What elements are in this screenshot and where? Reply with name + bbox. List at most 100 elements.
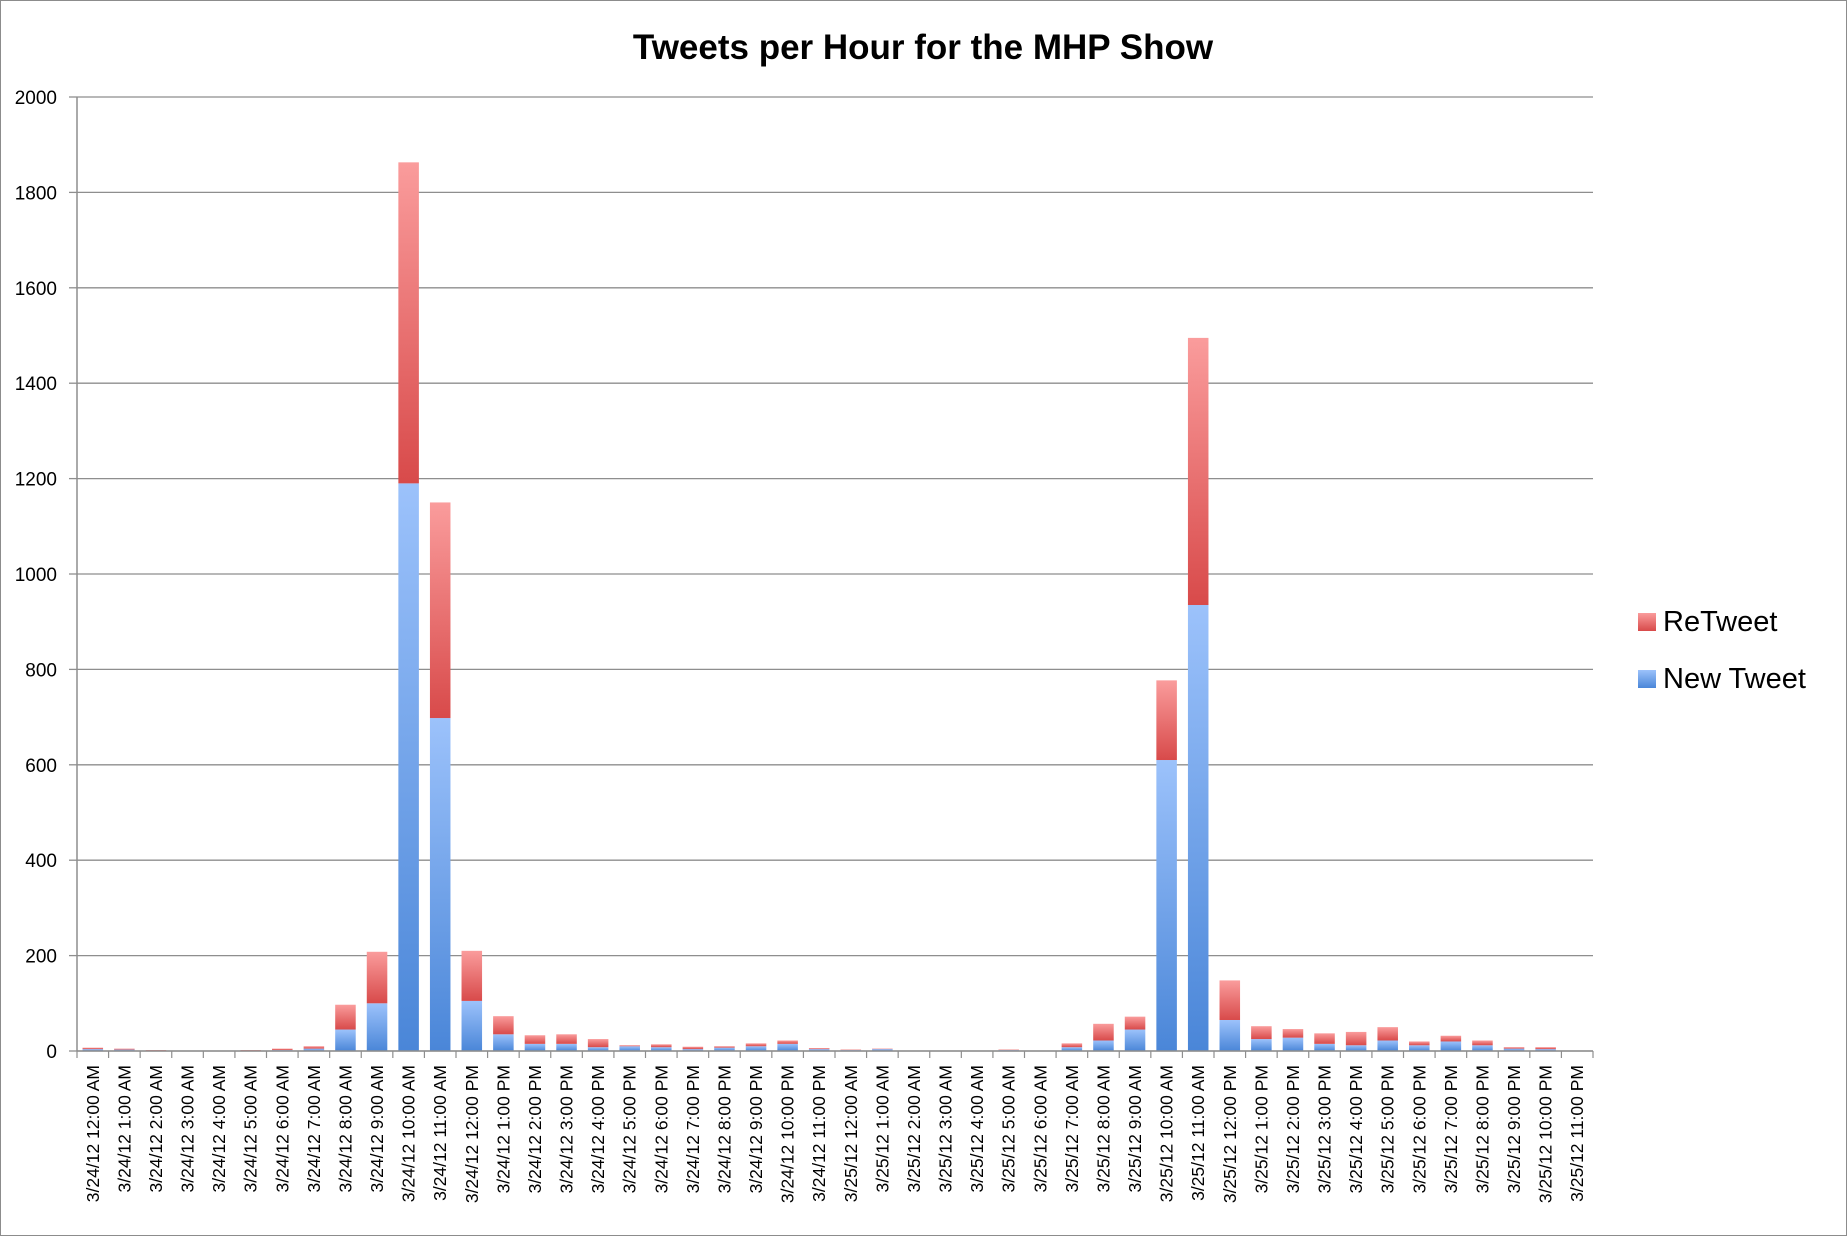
bar-segment-retweet: [304, 1046, 325, 1048]
bar-segment-new-tweet: [1156, 760, 1177, 1051]
bar-segment-retweet: [1125, 1017, 1146, 1030]
bar-segment-retweet: [588, 1039, 609, 1047]
bar-segment-retweet: [619, 1045, 640, 1046]
bar-segment-new-tweet: [1220, 1020, 1241, 1051]
bar-segment-retweet: [272, 1049, 293, 1050]
bar-segment-retweet: [83, 1048, 104, 1049]
bar-segment-new-tweet: [1314, 1044, 1335, 1051]
x-category-label: 3/25/12 12:00 PM: [1220, 1065, 1240, 1203]
y-tick-label: 600: [25, 756, 57, 777]
y-tick-label: 200: [25, 947, 57, 968]
x-category-label: 3/24/12 9:00 PM: [746, 1065, 766, 1193]
x-category-label: 3/24/12 4:00 PM: [588, 1065, 608, 1193]
x-category-label: 3/25/12 9:00 AM: [1125, 1065, 1145, 1192]
x-category-label: 3/24/12 10:00 PM: [778, 1065, 798, 1203]
bar-segment-new-tweet: [367, 1003, 388, 1051]
bar-segment-retweet: [683, 1047, 704, 1049]
bar-segment-new-tweet: [462, 1001, 483, 1051]
bar-segment-retweet: [367, 952, 388, 1004]
bar-segment-retweet: [1504, 1047, 1525, 1048]
bar-segment-new-tweet: [1093, 1041, 1114, 1051]
x-category-label: 3/25/12 7:00 AM: [1062, 1065, 1082, 1192]
y-tick-label: 1800: [15, 183, 57, 204]
bar-segment-new-tweet: [335, 1030, 356, 1051]
x-category-label: 3/25/12 4:00 AM: [967, 1065, 987, 1192]
x-category-label: 3/24/12 8:00 AM: [335, 1065, 355, 1192]
x-category-label: 3/24/12 12:00 PM: [462, 1065, 482, 1203]
bar-segment-retweet: [1377, 1027, 1398, 1040]
legend-swatch: [1638, 613, 1656, 631]
x-category-label: 3/24/12 5:00 PM: [620, 1065, 640, 1193]
bar-segment-new-tweet: [1377, 1041, 1398, 1051]
y-tick-label: 1200: [15, 470, 57, 491]
x-category-label: 3/24/12 2:00 AM: [146, 1065, 166, 1192]
bar-segment-retweet: [651, 1044, 672, 1047]
legend-label: New Tweet: [1663, 663, 1806, 695]
bar-segment-new-tweet: [1472, 1045, 1493, 1051]
bar-segment-new-tweet: [1409, 1045, 1430, 1051]
bar-segment-retweet: [114, 1049, 135, 1050]
x-category-label: 3/24/12 5:00 AM: [241, 1065, 261, 1192]
bar-segment-retweet: [1188, 338, 1209, 605]
x-category-label: 3/24/12 4:00 AM: [209, 1065, 229, 1192]
x-category-label: 3/25/12 11:00 PM: [1567, 1065, 1587, 1202]
x-category-label: 3/25/12 8:00 PM: [1472, 1065, 1492, 1193]
x-category-label: 3/24/12 7:00 PM: [683, 1065, 703, 1193]
bar-segment-retweet: [462, 951, 483, 1001]
bar-segment-retweet: [1156, 680, 1177, 760]
gridlines: [77, 97, 1593, 1051]
x-category-label: 3/24/12 9:00 AM: [367, 1065, 387, 1192]
y-tick-label: 2000: [15, 88, 57, 109]
bar-segment-retweet: [430, 502, 451, 718]
bar-segment-retweet: [1535, 1047, 1556, 1049]
axes: [77, 97, 1593, 1058]
y-tick-label: 1400: [15, 374, 57, 395]
x-category-label: 3/25/12 6:00 PM: [1409, 1065, 1429, 1193]
bar-segment-retweet: [777, 1041, 798, 1044]
bar-segment-retweet: [1441, 1036, 1462, 1042]
x-category-label: 3/25/12 7:00 PM: [1441, 1065, 1461, 1193]
x-category-label: 3/24/12 8:00 PM: [714, 1065, 734, 1193]
x-category-label: 3/24/12 11:00 AM: [430, 1065, 450, 1201]
bar-segment-retweet: [1346, 1032, 1367, 1045]
x-category-label: 3/25/12 10:00 PM: [1536, 1065, 1556, 1203]
bar-segment-retweet: [1251, 1026, 1272, 1039]
bar-segment-new-tweet: [525, 1044, 546, 1051]
x-category-label: 3/25/12 6:00 AM: [1030, 1065, 1050, 1192]
bar-segment-retweet: [1093, 1024, 1114, 1041]
bar-segment-retweet: [1472, 1041, 1493, 1046]
y-tick-label: 0: [46, 1042, 57, 1063]
y-tick-label: 1000: [15, 565, 57, 586]
x-category-label: 3/24/12 1:00 AM: [114, 1065, 134, 1192]
x-category-label: 3/25/12 1:00 PM: [1251, 1065, 1271, 1193]
bar-segment-retweet: [398, 162, 419, 483]
bar-segment-retweet: [714, 1046, 735, 1047]
x-category-label: 3/25/12 1:00 AM: [872, 1065, 892, 1192]
x-category-label: 3/24/12 10:00 AM: [399, 1065, 419, 1202]
x-category-label: 3/25/12 11:00 AM: [1188, 1065, 1208, 1201]
x-category-label: 3/25/12 12:00 AM: [841, 1065, 861, 1202]
bar-segment-retweet: [1314, 1033, 1335, 1043]
bar-segment-retweet: [335, 1005, 356, 1030]
x-category-label: 3/24/12 6:00 AM: [272, 1065, 292, 1192]
x-category-label: 3/24/12 2:00 PM: [525, 1065, 545, 1193]
bar-segment-new-tweet: [1346, 1045, 1367, 1051]
bar-segment-retweet: [1062, 1043, 1083, 1047]
bar-segment-retweet: [1220, 980, 1241, 1020]
bar-segment-new-tweet: [556, 1044, 577, 1051]
bar-segment-new-tweet: [1283, 1038, 1304, 1051]
x-category-label: 3/25/12 5:00 PM: [1378, 1065, 1398, 1193]
x-category-label: 3/24/12 1:00 PM: [493, 1065, 513, 1193]
bar-segment-retweet: [1409, 1041, 1430, 1045]
y-tick-label: 1600: [15, 279, 57, 300]
y-tick-label: 400: [25, 851, 57, 872]
chart-title: Tweets per Hour for the MHP Show: [633, 28, 1214, 67]
bar-segment-retweet: [556, 1034, 577, 1044]
bar-segment-retweet: [1283, 1029, 1304, 1038]
x-category-label: 3/25/12 10:00 AM: [1157, 1065, 1177, 1202]
bar-segment-new-tweet: [430, 718, 451, 1051]
x-category-label: 3/24/12 3:00 PM: [557, 1065, 577, 1193]
x-category-label: 3/24/12 12:00 AM: [83, 1065, 103, 1202]
